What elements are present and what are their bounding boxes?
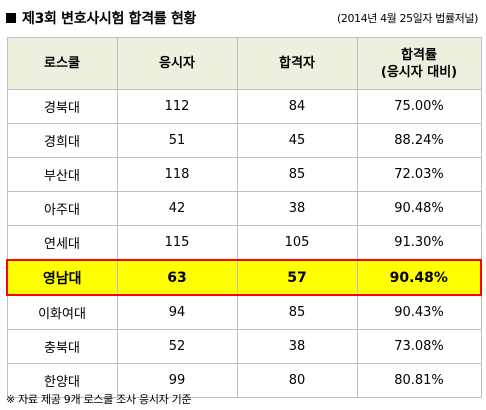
cell-passed: 45 <box>236 123 358 158</box>
cell-applicants: 99 <box>116 363 238 398</box>
cell-school: 이화여대 <box>6 294 118 330</box>
cell-rate: 90.48% <box>356 259 482 296</box>
cell-school: 아주대 <box>6 191 118 226</box>
cell-rate: 75.00% <box>356 89 482 124</box>
header-school: 로스쿨 <box>6 37 118 90</box>
cell-school: 영남대 <box>6 259 118 296</box>
cell-rate: 73.08% <box>356 329 482 364</box>
cell-passed: 57 <box>236 259 358 296</box>
table-row: 연세대 115 105 91.30% <box>6 225 482 261</box>
footnote: ※ 자료 제공 9개 로스쿨 조사 응시자 기준 <box>6 393 192 406</box>
table-row: 이화여대 94 85 90.43% <box>6 294 482 330</box>
header-rate-line2: (응시자 대비) <box>380 64 458 80</box>
cell-rate: 80.81% <box>356 363 482 398</box>
header-rate: 합격률 (응시자 대비) <box>356 37 482 90</box>
cell-passed: 38 <box>236 191 358 226</box>
cell-applicants: 115 <box>116 225 238 261</box>
cell-passed: 105 <box>236 225 358 261</box>
table-row: 한양대 99 80 80.81% <box>6 363 482 398</box>
table-row: 부산대 118 85 72.03% <box>6 157 482 192</box>
header-applicants: 응시자 <box>116 37 238 90</box>
table-row: 아주대 42 38 90.48% <box>6 191 482 226</box>
cell-rate: 91.30% <box>356 225 482 261</box>
cell-passed: 80 <box>236 363 358 398</box>
cell-school: 경희대 <box>6 123 118 158</box>
header-row: 로스쿨 응시자 합격자 합격률 (응시자 대비) <box>6 37 482 90</box>
source-citation: (2014년 4월 25일자 법률저널) <box>336 12 478 25</box>
cell-rate: 88.24% <box>356 123 482 158</box>
cell-applicants: 42 <box>116 191 238 226</box>
cell-applicants: 63 <box>116 259 238 296</box>
cell-rate: 72.03% <box>356 157 482 192</box>
cell-rate: 90.48% <box>356 191 482 226</box>
table-title-text: 제3회 변호사시험 합격률 현황 <box>22 11 197 27</box>
cell-school: 충북대 <box>6 329 118 364</box>
table-row: 경북대 112 84 75.00% <box>6 89 482 124</box>
results-table: 로스쿨 응시자 합격자 합격률 (응시자 대비) 경북대 112 84 75.00% 경희… <box>6 37 482 398</box>
header-passed: 합격자 <box>236 37 358 90</box>
header-rate-line1: 합격률 <box>401 47 437 63</box>
cell-applicants: 112 <box>116 89 238 124</box>
cell-applicants: 52 <box>116 329 238 364</box>
cell-passed: 84 <box>236 89 358 124</box>
title-row: 제3회 변호사시험 합격률 현황 (2014년 4월 25일자 법률저널) <box>6 6 480 28</box>
cell-passed: 85 <box>236 294 358 330</box>
cell-school: 연세대 <box>6 225 118 261</box>
cell-passed: 38 <box>236 329 358 364</box>
cell-school: 한양대 <box>6 363 118 398</box>
cell-school: 부산대 <box>6 157 118 192</box>
square-bullet-icon <box>6 13 16 23</box>
table-row: 충북대 52 38 73.08% <box>6 329 482 364</box>
cell-applicants: 51 <box>116 123 238 158</box>
table-row: 경희대 51 45 88.24% <box>6 123 482 158</box>
cell-rate: 90.43% <box>356 294 482 330</box>
cell-school: 경북대 <box>6 89 118 124</box>
table-row: 영남대 63 57 90.48% <box>6 259 482 296</box>
table-title: 제3회 변호사시험 합격률 현황 <box>6 8 196 28</box>
cell-applicants: 118 <box>116 157 238 192</box>
cell-passed: 85 <box>236 157 358 192</box>
cell-applicants: 94 <box>116 294 238 330</box>
